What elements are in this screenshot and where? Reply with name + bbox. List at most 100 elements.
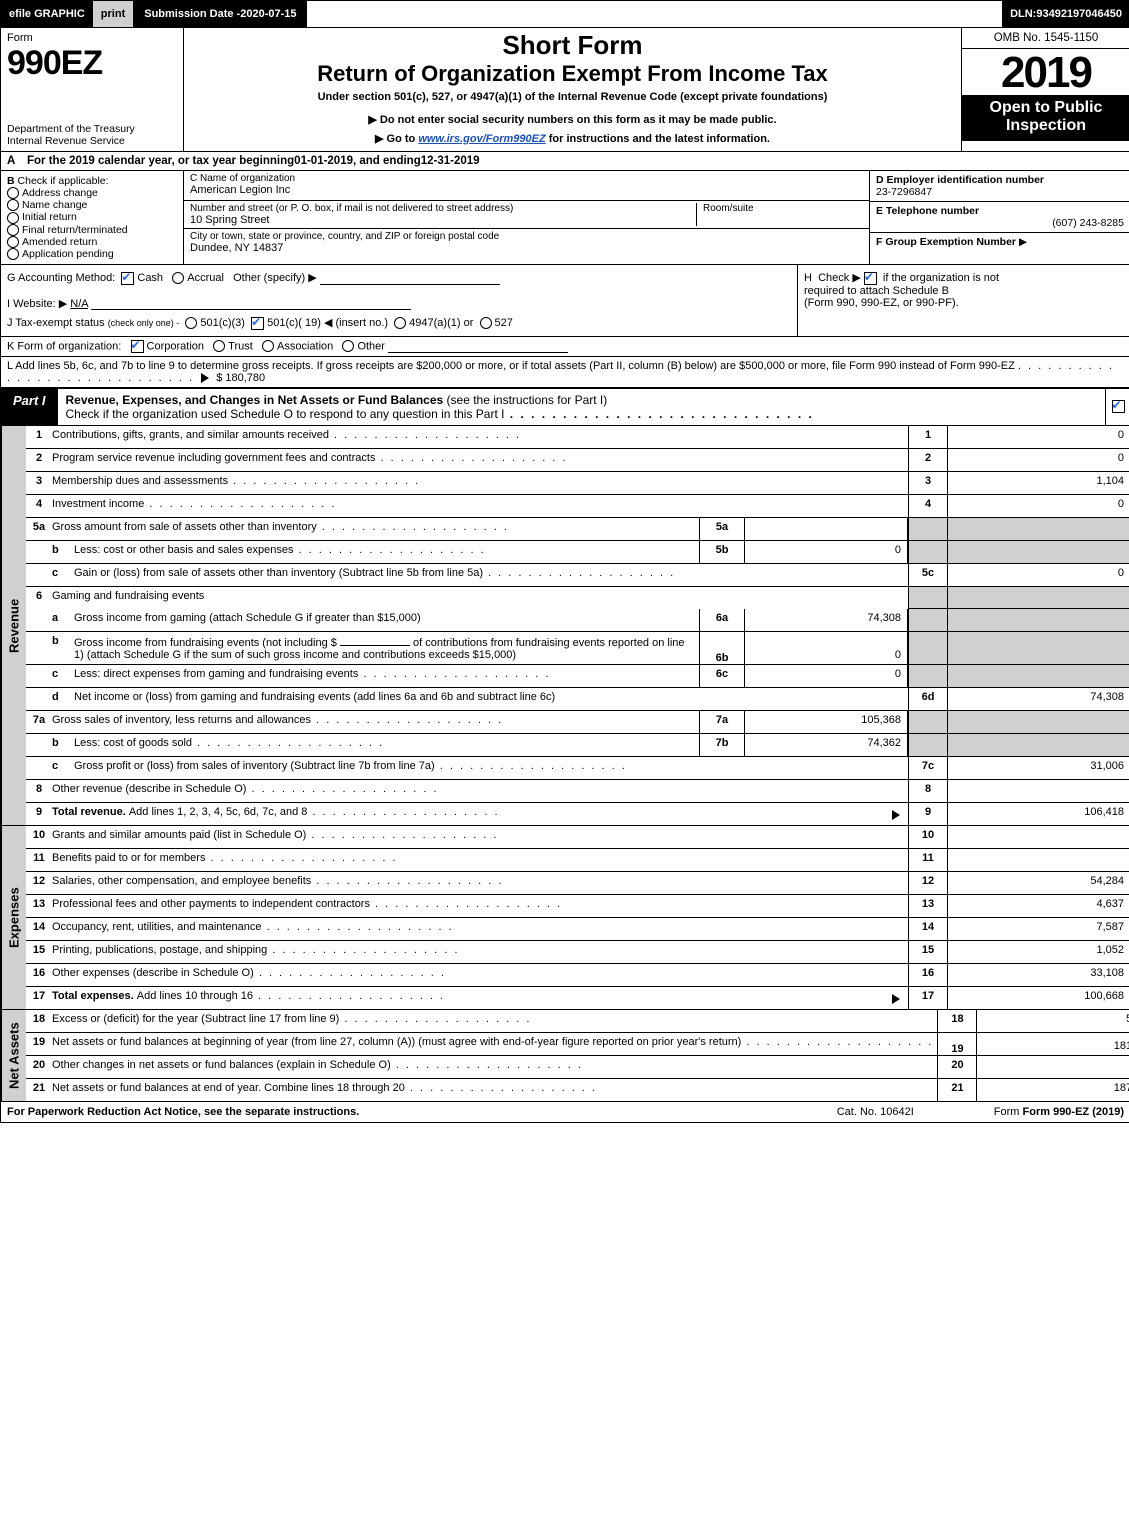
row-l: L Add lines 5b, 6c, and 7b to line 9 to … [1,357,1129,388]
chk-schedule-o[interactable] [1112,400,1125,413]
city: Dundee, NY 14837 [190,242,863,254]
submission-date: Submission Date - 2020-07-15 [134,1,306,27]
line-17-bold: Total expenses. [52,990,137,1002]
chk-cash[interactable] [121,272,134,285]
expenses-table: Expenses 10 Grants and similar amounts p… [1,826,1129,1010]
line-6a-mbox: 6a [699,609,745,631]
chk-other-org[interactable] [342,340,354,352]
section-c: C Name of organization American Legion I… [184,171,869,264]
chk-application-pending[interactable] [7,248,19,260]
line-1-val: 0 [947,426,1129,448]
line-1: 1 Contributions, gifts, grants, and simi… [26,426,1129,449]
label-c: C [190,173,197,184]
line-6a-rbox [908,609,947,631]
chk-527[interactable] [480,317,492,329]
line-5c: c Gain or (loss) from sale of assets oth… [26,564,1129,587]
line-15-desc: Printing, publications, postage, and shi… [52,944,459,956]
line-13-num: 13 [26,895,52,917]
street-label: Number and street (or P. O. box, if mail… [190,203,696,214]
line-5a-desc: Gross amount from sale of assets other t… [52,521,509,533]
accounting-method-label: Accounting Method: [18,272,115,284]
netassets-lines: 18 Excess or (deficit) for the year (Sub… [26,1010,1129,1101]
line-7c-val: 31,006 [947,757,1129,779]
line-6d-desc: Net income or (loss) from gaming and fun… [74,691,555,703]
line-17-desc: Add lines 10 through 16 [137,990,445,1002]
line-16-num: 16 [26,964,52,986]
section-b: B Check if applicable: Address change Na… [1,171,184,264]
line-4-box: 4 [908,495,947,517]
line-6c-mbox: 6c [699,665,745,687]
line-7b-mval: 74,362 [745,734,908,756]
chk-trust[interactable] [213,340,225,352]
open-to-public: Open to Public Inspection [962,95,1129,141]
city-label: City or town, state or province, country… [190,231,863,242]
omb-number: OMB No. 1545-1150 [962,28,1129,49]
form-container: efile GRAPHIC print Submission Date - 20… [0,0,1129,1123]
chk-accrual[interactable] [172,272,184,284]
line-3-val: 1,104 [947,472,1129,494]
line-21-num: 21 [26,1079,52,1101]
opt-initial-return: Initial return [22,211,77,223]
line-7a-mval: 105,368 [745,711,908,733]
chk-final-return[interactable] [7,224,19,236]
line-17-arrow-icon [892,994,900,1004]
line-7a-rval [947,711,1129,733]
entity-block: B Check if applicable: Address change Na… [1,171,1129,265]
part1-title: Revenue, Expenses, and Changes in Net As… [58,389,1105,425]
line-9-val: 106,418 [947,803,1129,825]
chk-4947[interactable] [394,317,406,329]
line-11-desc: Benefits paid to or for members [52,852,398,864]
check-if-applicable: Check if applicable: [18,175,109,187]
efile-graphic-label: efile GRAPHIC [1,1,93,27]
chk-association[interactable] [262,340,274,352]
website-value: N/A [70,298,88,310]
line-5b-rval [947,541,1129,563]
org-name: American Legion Inc [190,184,863,196]
irs-link[interactable]: www.irs.gov/Form990EZ [418,133,545,145]
topbar: efile GRAPHIC print Submission Date - 20… [1,1,1129,28]
line-1-desc: Contributions, gifts, grants, and simila… [52,429,521,441]
h-not: not [984,272,999,284]
line-9-box: 9 [908,803,947,825]
line-15-box: 15 [908,941,947,963]
line-11-val [947,849,1129,871]
line-21-box: 21 [937,1079,976,1101]
chk-initial-return[interactable] [7,212,19,224]
ghij-left: G Accounting Method: Cash Accrual Other … [1,265,797,335]
line-6b-rbox [908,632,947,664]
line-6c-mval: 0 [745,665,908,687]
revenue-table: Revenue 1 Contributions, gifts, grants, … [1,426,1129,826]
f-arrow: ▶ [1019,236,1027,248]
line-12-box: 12 [908,872,947,894]
taxyear-begin: 01-01-2019 [294,155,353,167]
line-21: 21 Net assets or fund balances at end of… [26,1079,1129,1101]
line-5c-desc: Gain or (loss) from sale of assets other… [74,567,675,579]
line-11: 11 Benefits paid to or for members 11 [26,849,1129,872]
chk-501c3[interactable] [185,317,197,329]
l-text: Add lines 5b, 6c, and 7b to line 9 to de… [15,360,1015,372]
line-5a-num: 5a [26,518,52,540]
dln: DLN: 93492197046450 [1002,1,1129,27]
row-a-taxyear: A For the 2019 calendar year, or tax yea… [1,152,1129,171]
k-other-blank [388,340,568,353]
line-16-desc: Other expenses (describe in Schedule O) [52,967,446,979]
l-amount: $ 180,780 [216,372,265,384]
submission-date-label: Submission Date - [144,8,240,20]
sidebar-revenue: Revenue [1,426,26,825]
line-6a: a Gross income from gaming (attach Sched… [26,609,1129,632]
phone: (607) 243-8285 [876,217,1124,229]
line-18-box: 18 [937,1010,976,1032]
taxyear-pre: For the 2019 calendar year, or tax year … [27,155,294,167]
goto-post: for instructions and the latest informat… [549,133,770,145]
line-6-rval [947,587,1129,609]
chk-h[interactable] [864,272,877,285]
chk-address-change[interactable] [7,187,19,199]
print-button[interactable]: print [93,1,134,27]
chk-name-change[interactable] [7,199,19,211]
chk-501c[interactable] [251,317,264,330]
line-11-box: 11 [908,849,947,871]
line-1-box: 1 [908,426,947,448]
tax-year: 2019 [962,49,1129,95]
chk-amended-return[interactable] [7,236,19,248]
chk-corporation[interactable] [131,340,144,353]
